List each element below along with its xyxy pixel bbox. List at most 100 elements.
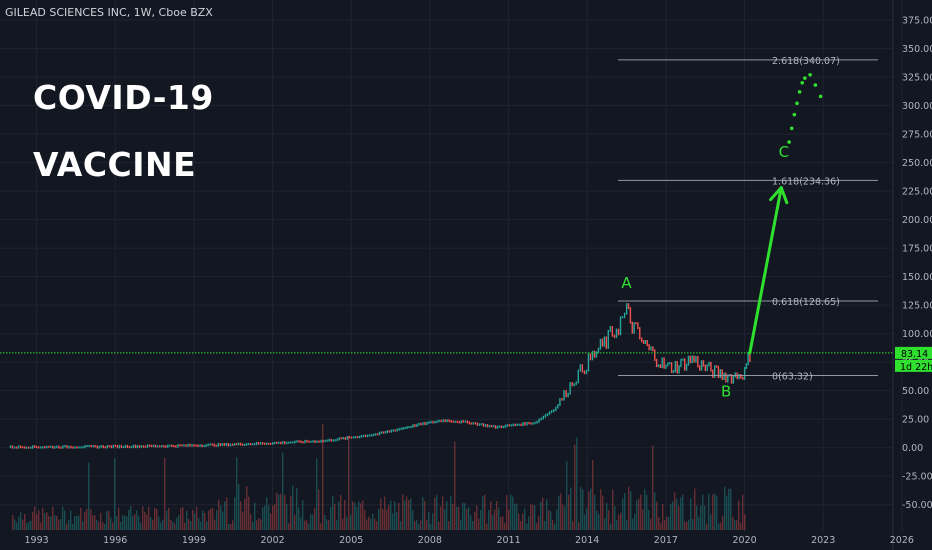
volume-bar: [582, 489, 584, 530]
price-candle: [623, 312, 626, 319]
price-candle: [86, 445, 88, 448]
price-candle: [710, 361, 712, 372]
volume-bar: [402, 494, 404, 530]
price-candle: [50, 445, 52, 448]
volume-bar: [124, 515, 126, 530]
price-candle: [528, 421, 530, 425]
volume-bar: [138, 516, 140, 530]
x-tick-label: 2017: [654, 535, 678, 546]
volume-bar: [454, 441, 456, 530]
price-candle: [667, 362, 669, 367]
price-candle: [211, 443, 213, 446]
volume-bar: [706, 523, 708, 530]
volume-bar: [384, 496, 386, 530]
volume-bar: [80, 507, 82, 530]
volume-bar: [304, 520, 306, 530]
volume-bar: [678, 506, 680, 530]
price-candle: [530, 422, 532, 425]
price-candle: [546, 413, 549, 417]
price-candle: [494, 425, 497, 429]
volume-bar: [692, 518, 694, 530]
volume-bar: [394, 501, 396, 530]
price-candle: [394, 429, 396, 432]
price-candle: [706, 364, 708, 372]
volume-bar: [150, 516, 152, 530]
price-candle: [723, 372, 725, 381]
volume-bar: [542, 497, 544, 530]
volume-bar: [464, 503, 466, 530]
wave-label-c: C: [779, 143, 789, 161]
volume-bar: [64, 510, 66, 530]
price-candle: [231, 443, 234, 446]
volume-bar: [682, 494, 684, 530]
price-candle: [480, 423, 483, 426]
price-candle: [581, 364, 584, 373]
price-candle: [625, 303, 628, 315]
price-candle: [72, 446, 74, 449]
price-candle: [639, 327, 641, 340]
price-candle: [402, 427, 404, 430]
y-tick-label: 350.00: [902, 44, 932, 55]
volume-bar: [242, 511, 244, 530]
volume-bar: [40, 522, 42, 530]
volume-bar: [656, 501, 658, 530]
y-tick-label: 0.00: [902, 443, 923, 454]
volume-bar: [100, 512, 102, 530]
volume-bar: [602, 495, 604, 530]
volume-bar: [586, 507, 588, 530]
volume-bar: [514, 503, 516, 530]
price-candle: [328, 438, 330, 442]
price-candle: [215, 444, 217, 447]
volume-bar: [148, 506, 150, 530]
price-candle: [33, 445, 36, 448]
countdown-badge: [895, 359, 932, 372]
volume-bar: [638, 498, 640, 530]
volume-bar: [290, 495, 292, 530]
projection-dot: [792, 112, 797, 117]
price-candle: [169, 444, 171, 447]
volume-bar: [676, 499, 678, 530]
price-candle: [144, 445, 147, 448]
volume-bar: [576, 437, 578, 530]
y-tick-label: 125.00: [902, 301, 932, 312]
price-candle: [229, 443, 232, 447]
volume-bar: [704, 505, 706, 530]
volume-bar: [732, 516, 734, 530]
price-candle: [557, 404, 559, 409]
volume-bar: [336, 520, 338, 530]
price-candle: [719, 369, 721, 379]
current-price-badge: [895, 346, 932, 359]
price-candle: [472, 422, 475, 425]
volume-bar: [604, 518, 606, 530]
volume-bar: [474, 511, 476, 530]
price-candle: [52, 445, 54, 449]
price-candle: [585, 369, 588, 375]
volume-bar: [414, 521, 416, 530]
price-candle: [25, 446, 28, 449]
price-candle: [466, 420, 469, 424]
volume-bar: [62, 506, 64, 530]
volume-bar: [198, 517, 200, 530]
price-candle: [500, 425, 503, 429]
price-candle: [390, 429, 393, 433]
volume-bar: [642, 509, 644, 530]
price-candle: [58, 445, 60, 449]
y-tick-label: 275.00: [902, 130, 932, 141]
price-candle: [721, 369, 723, 381]
price-candle: [185, 444, 187, 447]
volume-bar: [94, 515, 96, 530]
price-candle: [92, 445, 94, 448]
volume-bar: [516, 503, 518, 530]
volume-bar: [522, 513, 524, 530]
price-candle: [366, 434, 369, 438]
projection-dot: [800, 80, 805, 85]
volume-bar: [128, 509, 130, 530]
volume-bar: [644, 489, 646, 530]
price-candle: [261, 442, 264, 445]
volume-bar: [152, 519, 154, 530]
volume-bar: [204, 513, 206, 530]
price-candle: [569, 382, 571, 395]
volume-bar: [396, 512, 398, 530]
volume-bar: [26, 523, 28, 530]
